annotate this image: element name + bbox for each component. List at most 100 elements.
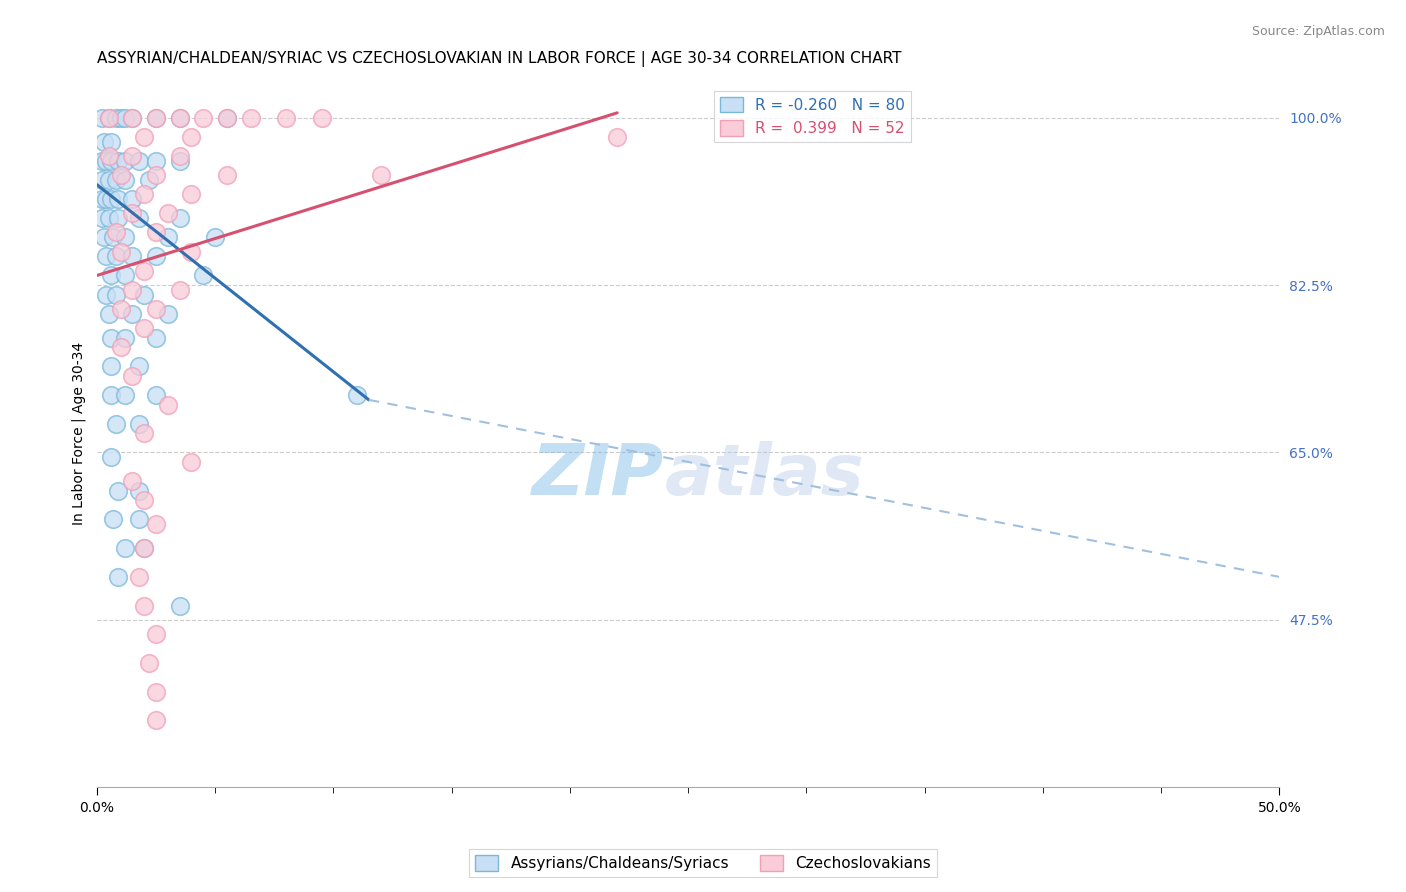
Y-axis label: In Labor Force | Age 30-34: In Labor Force | Age 30-34	[72, 342, 86, 524]
Text: atlas: atlas	[665, 442, 865, 510]
Point	[128, 512, 150, 526]
Point	[169, 111, 191, 125]
Point	[145, 684, 167, 698]
Point	[107, 192, 129, 206]
Point	[145, 714, 167, 728]
Text: ZIP: ZIP	[533, 442, 665, 510]
Point	[97, 173, 120, 187]
Point	[121, 111, 143, 125]
Point	[104, 226, 127, 240]
Point	[96, 192, 118, 206]
Point	[96, 287, 118, 301]
Point	[110, 244, 132, 259]
Point	[134, 321, 156, 335]
Point	[114, 153, 136, 168]
Point	[100, 153, 122, 168]
Point	[93, 135, 115, 149]
Point	[169, 283, 191, 297]
Point	[169, 599, 191, 613]
Point	[90, 211, 112, 225]
Point	[93, 230, 115, 244]
Point	[100, 135, 122, 149]
Point	[145, 331, 167, 345]
Point	[134, 129, 156, 144]
Point	[169, 153, 191, 168]
Point	[90, 153, 112, 168]
Point	[239, 111, 262, 125]
Point	[121, 192, 143, 206]
Point	[100, 268, 122, 283]
Point	[128, 153, 150, 168]
Point	[114, 111, 136, 125]
Point	[156, 230, 179, 244]
Point	[180, 129, 202, 144]
Point	[103, 230, 125, 244]
Point	[370, 168, 392, 182]
Point	[134, 599, 156, 613]
Point	[121, 474, 143, 488]
Point	[156, 206, 179, 220]
Point	[138, 656, 160, 670]
Point	[97, 111, 120, 125]
Point	[114, 268, 136, 283]
Point	[97, 211, 120, 225]
Point	[145, 517, 167, 532]
Point	[114, 331, 136, 345]
Point	[100, 192, 122, 206]
Point	[180, 187, 202, 202]
Point	[180, 244, 202, 259]
Point	[134, 287, 156, 301]
Point	[110, 340, 132, 354]
Point	[311, 111, 333, 125]
Point	[114, 230, 136, 244]
Point	[97, 111, 120, 125]
Point	[110, 111, 132, 125]
Point	[169, 211, 191, 225]
Point	[121, 249, 143, 263]
Point	[90, 111, 112, 125]
Point	[145, 168, 167, 182]
Point	[145, 153, 167, 168]
Point	[121, 149, 143, 163]
Point	[274, 111, 297, 125]
Point	[134, 493, 156, 508]
Point	[215, 168, 238, 182]
Point	[121, 111, 143, 125]
Point	[156, 307, 179, 321]
Point	[145, 301, 167, 316]
Point	[114, 541, 136, 556]
Point	[90, 173, 112, 187]
Point	[145, 226, 167, 240]
Point	[96, 153, 118, 168]
Point	[104, 417, 127, 431]
Legend: Assyrians/Chaldeans/Syriacs, Czechoslovakians: Assyrians/Chaldeans/Syriacs, Czechoslova…	[470, 849, 936, 877]
Point	[114, 173, 136, 187]
Point	[97, 149, 120, 163]
Point	[156, 398, 179, 412]
Point	[193, 111, 215, 125]
Point	[134, 541, 156, 556]
Point	[134, 263, 156, 277]
Point	[100, 331, 122, 345]
Point	[193, 268, 215, 283]
Point	[107, 570, 129, 584]
Point	[128, 211, 150, 225]
Point	[114, 388, 136, 402]
Point	[100, 388, 122, 402]
Point	[134, 426, 156, 441]
Point	[128, 570, 150, 584]
Point	[215, 111, 238, 125]
Point	[104, 111, 127, 125]
Point	[121, 307, 143, 321]
Point	[128, 417, 150, 431]
Point	[107, 153, 129, 168]
Point	[90, 192, 112, 206]
Point	[128, 483, 150, 498]
Point	[134, 187, 156, 202]
Point	[204, 230, 226, 244]
Point	[96, 249, 118, 263]
Point	[100, 450, 122, 465]
Point	[107, 211, 129, 225]
Point	[103, 512, 125, 526]
Text: ASSYRIAN/CHALDEAN/SYRIAC VS CZECHOSLOVAKIAN IN LABOR FORCE | AGE 30-34 CORRELATI: ASSYRIAN/CHALDEAN/SYRIAC VS CZECHOSLOVAK…	[97, 51, 901, 67]
